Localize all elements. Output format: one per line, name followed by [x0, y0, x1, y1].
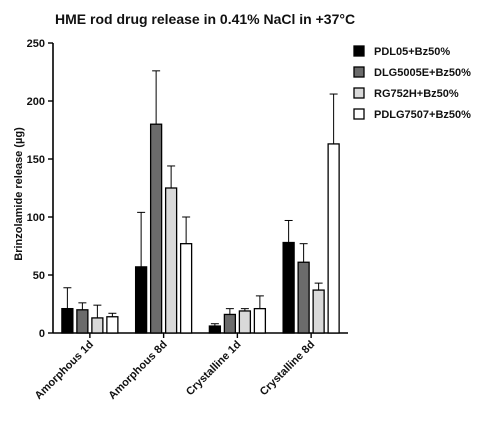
bar [134, 266, 148, 334]
y-tick-label: 200 [27, 96, 45, 108]
bar [91, 317, 104, 334]
x-tick-labels: Amorphous 1d Amorphous 8d Crystalline 1d Cr… [33, 333, 317, 402]
legend-swatch [353, 108, 365, 120]
legend: PDL05+Bz50% DLG5005E+Bz50% RG752H+Bz50% PDL… [353, 45, 471, 121]
legend-label: PDL05+Bz50% [374, 46, 450, 58]
y-axis-title: Brinzolamide release (µg) [13, 127, 25, 261]
legend-swatch [353, 45, 365, 57]
chart-title: HME rod drug release in 0.41% NaCl in +3… [55, 11, 355, 27]
legend-swatch [353, 87, 365, 99]
bar [179, 243, 193, 334]
x-tick-label: Amorphous 1d [33, 339, 96, 402]
x-tick-label: Amorphous 8d [106, 339, 169, 402]
bar [164, 187, 178, 334]
bar [208, 325, 222, 334]
legend-label: PDLG7507+Bz50% [374, 109, 471, 121]
bar [106, 316, 119, 334]
legend-swatch [353, 66, 365, 78]
bar [223, 313, 237, 334]
y-tick-label: 150 [27, 154, 45, 166]
y-tick-label: 0 [39, 328, 45, 340]
bar [76, 309, 89, 334]
x-tick-label: Crystalline 8d [258, 339, 317, 398]
bars [61, 70, 340, 334]
legend-label: RG752H+Bz50% [374, 88, 459, 100]
bar [149, 123, 163, 334]
y-tick-label: 100 [27, 212, 45, 224]
bar [327, 143, 340, 334]
legend-label: DLG5005E+Bz50% [374, 67, 471, 79]
bar [297, 261, 310, 334]
bar [282, 241, 295, 334]
y-tick-label: 50 [33, 270, 45, 282]
bar [253, 307, 267, 334]
bar [238, 310, 252, 334]
bar [312, 289, 325, 334]
x-tick-label: Crystalline 1d [184, 339, 243, 398]
y-tick-label: 250 [27, 38, 45, 50]
bar [61, 307, 74, 334]
